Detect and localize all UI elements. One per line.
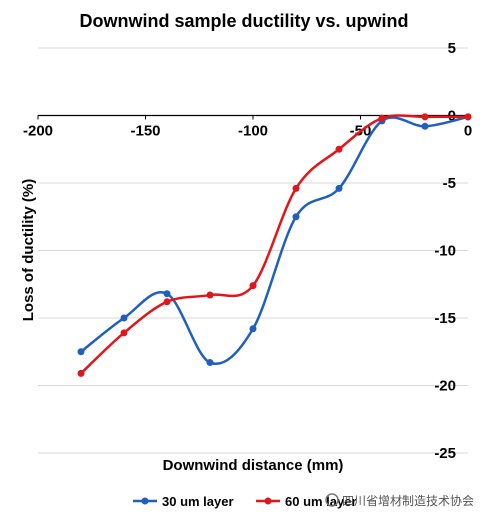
watermark-text: 四川省增材制造技术协会 [342, 493, 474, 508]
data-point [206, 291, 214, 299]
watermark: 四川省增材制造技术协会 [325, 493, 474, 508]
data-point [120, 314, 128, 322]
data-point [335, 145, 343, 153]
y-tick-label: -25 [434, 445, 456, 462]
x-axis-label: Downwind distance (mm) [163, 457, 344, 474]
data-point [249, 325, 257, 333]
legend-marker-60um [264, 497, 272, 505]
x-tick-label: -200 [23, 123, 53, 140]
y-tick-label: -10 [434, 243, 456, 260]
data-point [77, 369, 85, 377]
data-point [464, 113, 472, 121]
y-axis-ticks: 50-5-10-15-20-25 [434, 40, 456, 462]
x-tick-label: -150 [130, 123, 160, 140]
y-tick-label: 5 [448, 40, 456, 57]
data-point [378, 114, 386, 122]
data-point [206, 359, 214, 367]
gridlines [38, 47, 468, 454]
y-tick-label: -15 [434, 310, 456, 327]
x-axis: -200 -150 -100 -50 0 [23, 114, 472, 140]
data-point [292, 213, 300, 221]
data-point [249, 282, 257, 290]
y-tick-label: -5 [443, 175, 456, 192]
data-point [421, 113, 429, 121]
series-line-2 [80, 114, 469, 375]
chart-title: Downwind sample ductility vs. upwind [79, 11, 408, 31]
data-point [292, 184, 300, 192]
y-tick-label: -20 [434, 378, 456, 395]
series-group [77, 113, 472, 377]
wechat-icon [325, 493, 339, 507]
legend: 30 um layer 60 um layer [133, 494, 357, 509]
legend-label-30um: 30 um layer [162, 494, 234, 509]
series-line-1 [80, 115, 469, 365]
data-point [421, 122, 429, 130]
data-point [163, 290, 171, 298]
data-point [77, 348, 85, 356]
legend-label-60um: 60 um layer [285, 494, 357, 509]
x-tick-label: 0 [464, 123, 472, 140]
x-tick-label: -100 [238, 123, 268, 140]
data-point [335, 184, 343, 192]
legend-marker-30um [141, 497, 149, 505]
data-point [163, 298, 171, 306]
y-axis-label: Loss of ductility (%) [20, 179, 37, 322]
data-point [120, 329, 128, 337]
